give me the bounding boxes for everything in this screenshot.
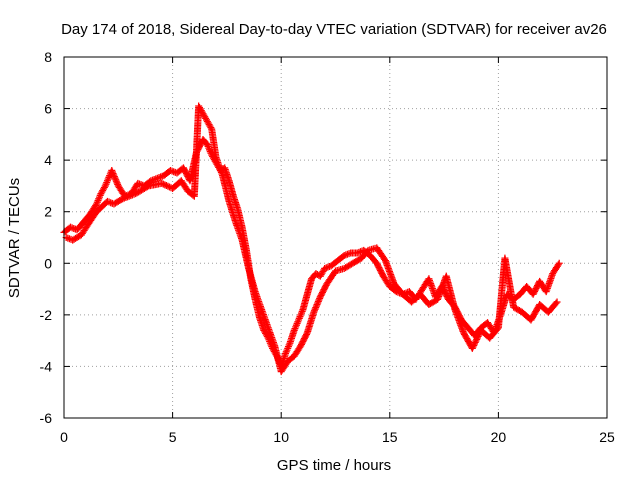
y-tick-label: -6: [40, 410, 53, 426]
data-point-fill: [312, 302, 320, 310]
y-tick-label: -2: [40, 307, 53, 323]
data-point-fill: [474, 332, 482, 340]
x-tick-label: 20: [491, 429, 507, 445]
data-point: [158, 179, 166, 187]
data-point-fill: [108, 168, 116, 176]
y-axis-label: SDTVAR / TECUs: [6, 178, 23, 298]
data-point-fill: [114, 180, 122, 188]
x-tick-label: 25: [599, 429, 615, 445]
data-point-fill: [473, 335, 481, 343]
data-point-fill: [159, 180, 167, 188]
y-tick-label: 2: [44, 204, 52, 220]
data-point-fill: [110, 173, 118, 181]
chart-title: Day 174 of 2018, Sidereal Day-to-day VTE…: [61, 21, 607, 38]
data-point: [310, 308, 318, 316]
data-point-fill: [310, 307, 318, 315]
data-point-fill: [311, 305, 319, 313]
data-point-fill: [314, 299, 322, 307]
y-tick-label: 6: [44, 101, 52, 117]
data-point-fill: [469, 343, 477, 351]
data-point-fill: [315, 296, 323, 304]
data-point-fill: [473, 334, 481, 342]
data-point: [553, 298, 561, 306]
x-tick-label: 0: [60, 429, 68, 445]
data-point-fill: [314, 297, 322, 305]
grid: [64, 57, 607, 418]
data-point-fill: [117, 196, 125, 204]
data-point-fill: [143, 183, 151, 191]
x-tick-label: 15: [382, 429, 398, 445]
data-point-fill: [164, 182, 172, 190]
data-point-fill: [312, 304, 320, 312]
plot-frame: [63, 56, 608, 419]
x-tick-label: 10: [273, 429, 289, 445]
data-point-fill: [313, 301, 321, 309]
data-point: [555, 259, 563, 267]
data-point-fill: [161, 181, 169, 189]
data-point-fill: [100, 183, 108, 191]
data-point-fill: [472, 337, 480, 345]
y-tick-label: -4: [40, 358, 53, 374]
data-point-fill: [113, 179, 121, 187]
data-point-fill: [111, 174, 119, 182]
data-point-fill: [92, 201, 100, 209]
data-point-fill: [110, 171, 118, 179]
data-point-fill: [552, 299, 560, 307]
data-point-fill: [475, 331, 483, 339]
y-tick-label: 8: [44, 49, 52, 65]
data-point-fill: [470, 341, 478, 349]
data-point-fill: [303, 330, 311, 338]
y-tick-label: 0: [44, 255, 52, 271]
x-tick-label: 5: [169, 429, 177, 445]
y-tick-label: 4: [44, 152, 52, 168]
data-point-fill: [554, 261, 562, 269]
data-point: [108, 166, 116, 174]
data-point-fill: [112, 177, 120, 185]
data-point-fill: [207, 124, 215, 132]
data-point-fill: [162, 182, 170, 190]
data-points: [60, 102, 563, 376]
data-point-fill: [471, 340, 479, 348]
data-point-fill: [109, 170, 117, 178]
data-point-fill: [471, 338, 479, 346]
data-point-fill: [112, 176, 120, 184]
data-point: [468, 344, 476, 352]
x-axis-label: GPS time / hours: [277, 457, 391, 474]
